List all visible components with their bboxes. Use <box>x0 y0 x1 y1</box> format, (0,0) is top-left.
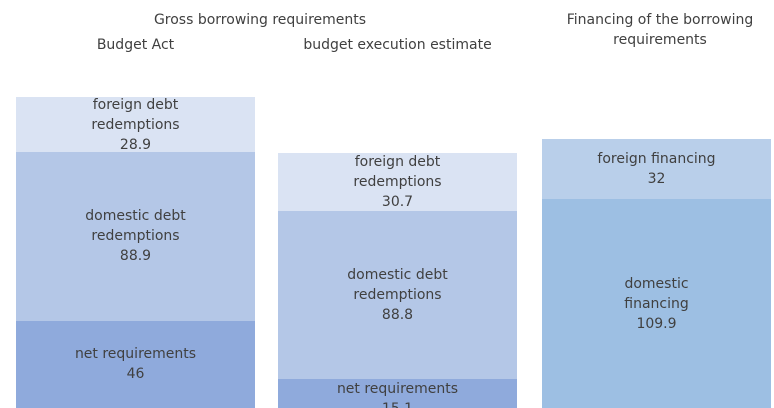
segment-label: foreign debt redemptions <box>353 153 442 190</box>
segment-label: foreign debt redemptions <box>91 97 180 133</box>
value-label: 32 <box>647 171 666 188</box>
segment-label: domestic debt redemptions <box>347 267 448 304</box>
x-category-label: budget execution estimate <box>303 37 492 53</box>
x-category-label: Budget Act <box>96 37 175 53</box>
bar-segment: foreign debt redemptions 28.9 <box>16 97 255 152</box>
segment-label: domestic financing <box>624 275 689 312</box>
bar-segment: domestic debt redemptions 88.8 <box>278 210 517 380</box>
segment-label: net requirements <box>74 346 197 363</box>
bar-segment: foreign financing 32 <box>542 138 771 200</box>
value-label: 28.9 <box>119 136 152 152</box>
value-label: 46 <box>126 366 145 383</box>
value-label: 15.1 <box>382 399 413 408</box>
bar-segment: domestic financing 109.9 <box>542 199 771 408</box>
bar-segment: domestic debt redemptions 88.9 <box>16 152 255 321</box>
bar-segment: net requirements 46 <box>16 320 255 408</box>
value-label: 88.9 <box>119 248 152 265</box>
bar-segment: foreign debt redemptions 30.7 <box>278 152 517 211</box>
segment-label: net requirements <box>336 381 459 398</box>
value-label: 88.8 <box>381 307 414 324</box>
financing-title: Financing of the borrowing requirements <box>566 12 754 48</box>
value-label: 30.7 <box>381 193 414 210</box>
segment-label: domestic debt redemptions <box>85 208 186 245</box>
value-label: 109.9 <box>636 315 677 332</box>
segment-label: foreign financing <box>597 151 716 168</box>
chart-title: Gross borrowing requirements <box>153 12 367 28</box>
bar-segment: net requirements15.1 <box>278 379 517 408</box>
